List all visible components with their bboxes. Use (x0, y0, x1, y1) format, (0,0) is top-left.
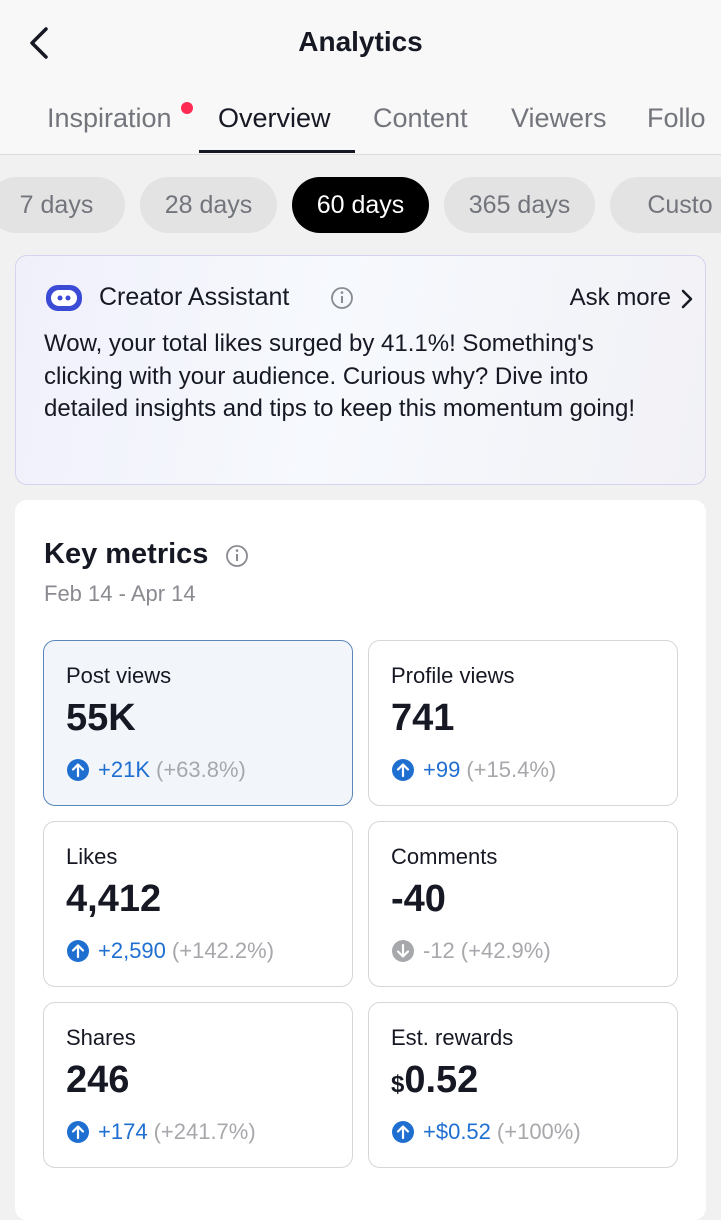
range-pill[interactable]: Custo (610, 177, 721, 233)
metric-value: 246 (66, 1059, 129, 1102)
trend-up-icon (392, 759, 414, 781)
trend-up-icon (67, 759, 89, 781)
change-percent: (+15.4%) (466, 757, 557, 782)
metric-card[interactable]: Profile views 741 +99 (+15.4%) (368, 640, 678, 806)
trend-up-icon (67, 1121, 89, 1143)
back-button[interactable] (26, 26, 52, 60)
metric-label: Likes (66, 844, 118, 869)
tab[interactable]: Overview (218, 103, 331, 133)
top-bar: Analytics Inspiration Overview Content View… (0, 0, 721, 155)
change-amount: +174 (98, 1119, 148, 1144)
metric-number: 4,412 (66, 878, 162, 920)
metric-number: 0.52 (404, 1059, 479, 1101)
metric-number: -40 (391, 878, 446, 920)
change-amount: -12 (423, 938, 455, 963)
notification-dot (181, 102, 193, 114)
metric-change: +21K (+63.8%) (66, 757, 246, 783)
metric-card[interactable]: Likes 4,412 +2,590 (+142.2%) (43, 821, 353, 987)
range-pill[interactable]: 28 days (140, 177, 277, 233)
metric-number: 246 (66, 1059, 130, 1101)
metric-number: 55K (66, 697, 136, 739)
info-icon[interactable] (330, 286, 354, 310)
ask-more[interactable]: Ask more (569, 284, 671, 311)
metric-value: 4,412 (66, 878, 161, 921)
tab[interactable]: Content (373, 103, 468, 133)
metrics-period: Feb 14 - Apr 14 (44, 581, 196, 606)
change-percent: (+241.7%) (153, 1119, 256, 1144)
range-pill[interactable]: 7 days (0, 177, 125, 233)
metric-change: +174 (+241.7%) (66, 1119, 256, 1145)
info-icon[interactable] (225, 544, 249, 568)
metric-label: Est. rewards (391, 1025, 514, 1050)
metric-label: Post views (66, 663, 172, 688)
range-bar: 7 days 28 days 60 days 365 days Custo (0, 0, 721, 240)
trend-up-icon (392, 1121, 414, 1143)
tab[interactable]: Viewers (511, 103, 607, 133)
tab[interactable]: Inspiration (47, 103, 172, 133)
metric-change: +2,590 (+142.2%) (66, 938, 274, 964)
change-percent: (+63.8%) (156, 757, 246, 782)
change-amount: +2,590 (98, 938, 166, 963)
metric-label: Shares (66, 1025, 136, 1050)
range-pill[interactable]: 365 days (444, 177, 595, 233)
change-percent: (+42.9%) (460, 938, 551, 963)
metric-change: +$0.52 (+100%) (391, 1119, 581, 1145)
metrics-title: Key metrics (44, 538, 209, 570)
metric-label: Profile views (391, 663, 515, 688)
change-amount: +99 (423, 757, 461, 782)
metric-change: -12 (+42.9%) (391, 938, 551, 964)
change-percent: (+142.2%) (171, 938, 275, 963)
metric-value: -40 (391, 878, 446, 921)
page-title: Analytics (298, 26, 423, 57)
metric-card[interactable]: Est. rewards $0.52 +$0.52 (+100%) (368, 1002, 678, 1168)
trend-up-icon (67, 940, 89, 962)
metric-currency: $ (391, 1071, 405, 1098)
metric-card[interactable]: Comments -40 -12 (+42.9%) (368, 821, 678, 987)
metric-change: +99 (+15.4%) (391, 757, 556, 783)
change-percent: (+100%) (496, 1119, 581, 1144)
assistant-body: Wow, your total likes surged by 41.1%! S… (44, 330, 636, 422)
metric-value: 55K (66, 697, 136, 740)
tab[interactable]: Follo (647, 103, 706, 133)
tab-underline (199, 150, 355, 153)
assistant-card: Creator Assistant Ask more Wow, your tot… (15, 255, 706, 485)
change-amount: +21K (98, 757, 150, 782)
assistant-icon (46, 285, 82, 311)
metric-card[interactable]: Shares 246 +174 (+241.7%) (43, 1002, 353, 1168)
trend-down-icon (392, 940, 414, 962)
metric-value: 741 (391, 697, 454, 740)
change-amount: +$0.52 (423, 1119, 491, 1144)
ask-more-chevron (681, 289, 693, 309)
metric-label: Comments (391, 844, 498, 869)
metric-value: $0.52 (391, 1059, 478, 1102)
metric-card[interactable]: Post views 55K +21K (+63.8%) (43, 640, 353, 806)
metric-number: 741 (391, 697, 455, 739)
assistant-title: Creator Assistant (99, 283, 290, 311)
range-pill[interactable]: 60 days (292, 177, 429, 233)
